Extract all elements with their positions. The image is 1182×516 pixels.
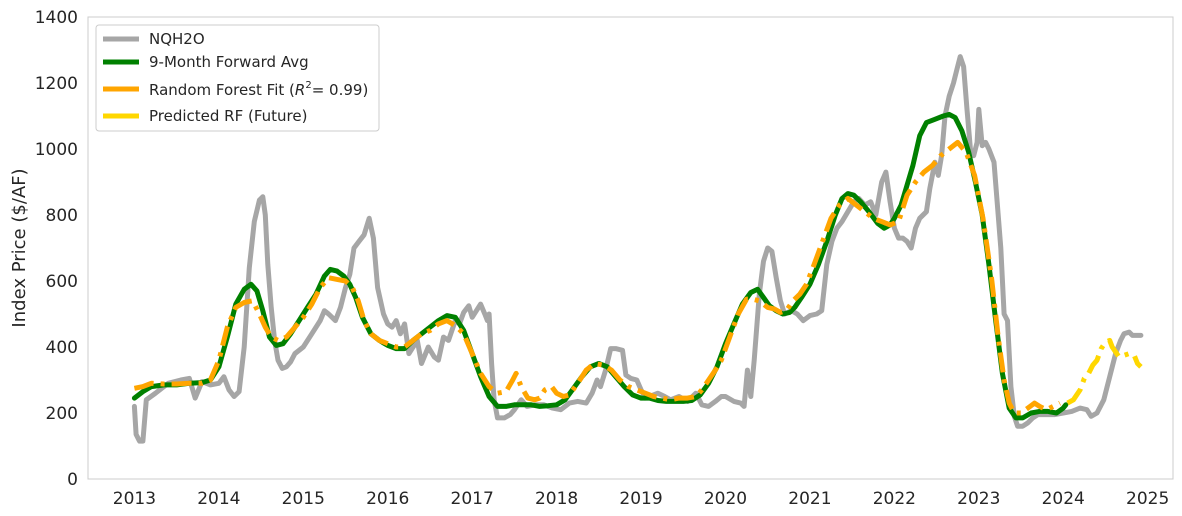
y-tick-label: 1400 [35, 8, 78, 28]
x-tick-label: 2020 [704, 489, 747, 509]
x-tick-label: 2021 [788, 489, 831, 509]
y-axis-ticks: 0 200 400 600 800 1000 1200 1400 [35, 8, 78, 490]
legend-label-rf-fit-r: R [295, 81, 305, 99]
x-tick-label: 2014 [197, 489, 240, 509]
x-tick-label: 2022 [873, 489, 916, 509]
series-line-rf-fit [133, 139, 1061, 416]
x-axis-ticks: 2013 2014 2015 2016 2017 2018 2019 2020 2021 2022… [113, 489, 1169, 509]
legend-label-forward-avg: 9-Month Forward Avg [149, 53, 309, 71]
legend-label-rf-fit-suffix: = 0.99) [312, 81, 369, 99]
legend-item-rf-future: Predicted RF (Future) [103, 107, 307, 125]
y-tick-label: 1200 [35, 74, 78, 94]
y-tick-label: 600 [46, 272, 78, 292]
legend-item-rf-fit: Random Forest Fit (R2= 0.99) [103, 80, 368, 99]
legend-label-nqh2o: NQH2O [149, 30, 205, 48]
legend-label-rf-fit: Random Forest Fit (R2= 0.99) [149, 80, 368, 99]
plot-area-frame [87, 16, 1174, 480]
x-tick-label: 2016 [366, 489, 409, 509]
x-tick-label: 2015 [282, 489, 325, 509]
x-tick-label: 2024 [1042, 489, 1085, 509]
x-tick-label: 2013 [113, 489, 156, 509]
y-axis-label: Index Price ($/AF) [9, 168, 30, 327]
x-tick-label: 2019 [619, 489, 662, 509]
legend-label-rf-fit-sup: 2 [305, 80, 311, 91]
series-line-rf-future [1066, 337, 1143, 406]
x-tick-label: 2017 [451, 489, 494, 509]
legend-label-rf-future: Predicted RF (Future) [149, 107, 307, 125]
series-layer [131, 54, 1144, 444]
y-tick-label: 800 [46, 206, 78, 226]
y-tick-label: 400 [46, 338, 78, 358]
legend-box [95, 24, 380, 132]
x-tick-label: 2018 [535, 489, 578, 509]
legend-item-forward-avg: 9-Month Forward Avg [103, 53, 309, 71]
y-tick-label: 1000 [35, 140, 78, 160]
x-tick-label: 2023 [957, 489, 1000, 509]
y-tick-label: 0 [67, 470, 78, 490]
legend-label-rf-fit-prefix: Random Forest Fit ( [149, 81, 295, 99]
legend-item-nqh2o: NQH2O [103, 30, 205, 48]
x-tick-label: 2025 [1126, 489, 1169, 509]
y-tick-label: 200 [46, 404, 78, 424]
legend: NQH2O 9-Month Forward Avg Random Forest … [95, 24, 380, 132]
